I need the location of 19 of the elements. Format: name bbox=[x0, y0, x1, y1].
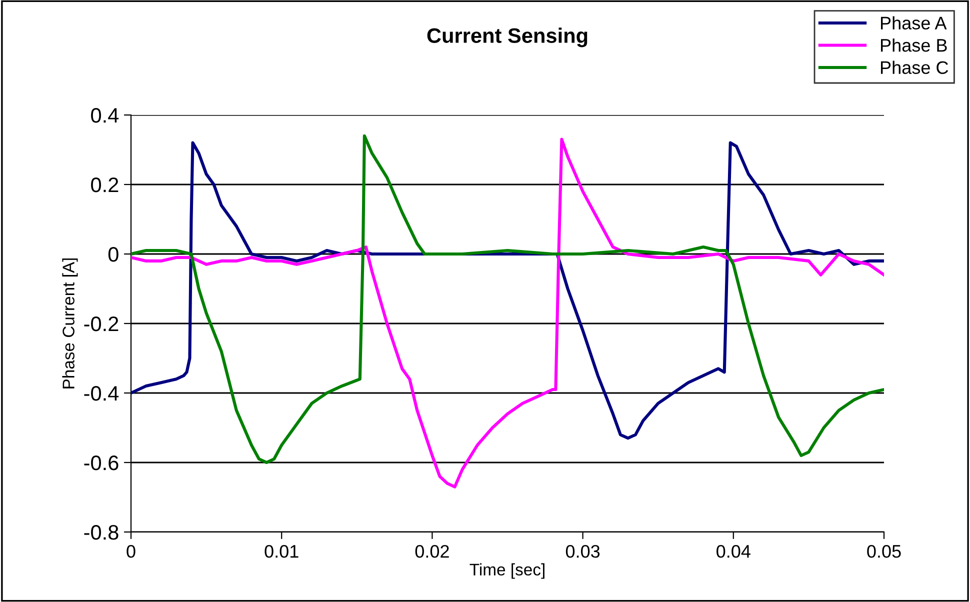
y-tick-label: -0.2 bbox=[84, 316, 118, 332]
y-tick-label: 0.4 bbox=[91, 108, 119, 123]
x-tick-label: 0.05 bbox=[867, 544, 901, 558]
y-tick-label: -0.4 bbox=[84, 386, 119, 401]
legend-label: Phase B bbox=[881, 38, 947, 52]
y-tick-label: -0.8 bbox=[84, 525, 118, 540]
y-axis-title: Phase Current [A] bbox=[62, 258, 78, 388]
y-tick-label: 0 bbox=[108, 247, 118, 262]
x-tick-label: 0 bbox=[126, 544, 136, 558]
legend-label: Phase A bbox=[881, 16, 947, 30]
legend-label: Phase C bbox=[881, 60, 948, 74]
x-tick-label: 0.01 bbox=[264, 544, 298, 558]
x-tick-label: 0.04 bbox=[716, 544, 750, 558]
chart-title: Current Sensing bbox=[427, 28, 588, 48]
x-axis-title: Time [sec] bbox=[470, 563, 544, 579]
y-tick-label: 0.2 bbox=[91, 178, 118, 192]
x-tick-label: 0.03 bbox=[566, 544, 600, 558]
x-tick-label: 0.02 bbox=[415, 544, 449, 558]
y-tick-label: -0.6 bbox=[84, 456, 118, 470]
